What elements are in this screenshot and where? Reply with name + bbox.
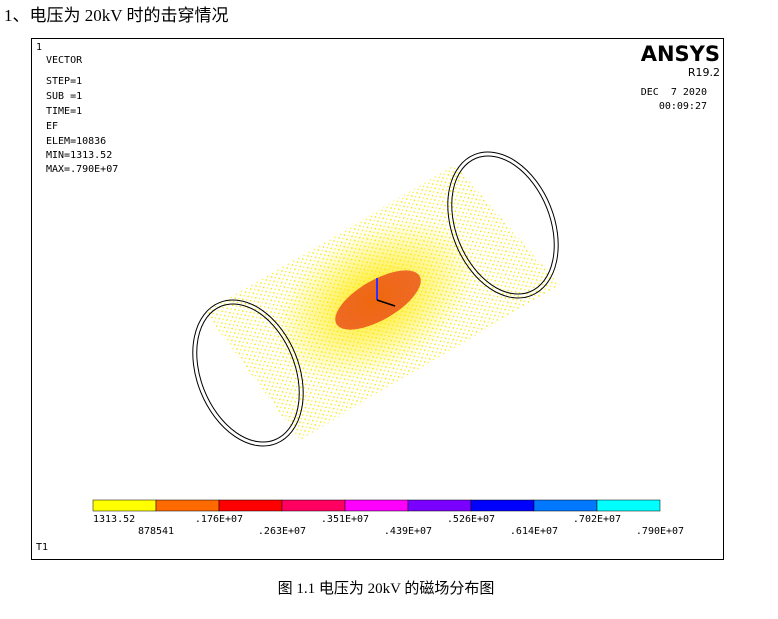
date: DEC 7 2020 bbox=[641, 87, 707, 98]
info-line: TIME=1 bbox=[46, 106, 82, 117]
legend-label: 1313.52 bbox=[93, 514, 135, 525]
version: R19.2 bbox=[688, 66, 720, 79]
legend-swatch bbox=[533, 499, 598, 512]
info-line: ELEM=10836 bbox=[46, 136, 106, 147]
info-line: SUB =1 bbox=[46, 91, 82, 102]
legend-swatch bbox=[92, 499, 157, 512]
ring bbox=[451, 155, 555, 295]
ring bbox=[447, 151, 559, 299]
ring bbox=[192, 299, 304, 447]
legend-label: .790E+07 bbox=[636, 526, 684, 537]
legend-label: .702E+07 bbox=[573, 514, 621, 525]
legend-label: 878541 bbox=[138, 526, 174, 537]
info-line: VECTOR bbox=[46, 55, 83, 66]
legend-label: .439E+07 bbox=[384, 526, 432, 537]
info-block: VECTOR STEP=1 SUB =1 TIME=1 EF ELEM=10836 MIN=… bbox=[46, 55, 118, 175]
window-label: T1 bbox=[36, 542, 48, 553]
info-line: EF bbox=[46, 121, 58, 132]
legend-swatch bbox=[470, 499, 535, 512]
legend-swatch bbox=[155, 499, 220, 512]
heading: 1、电压为 20kV 时的击穿情况 bbox=[4, 6, 228, 25]
window-number: 1 bbox=[36, 42, 42, 53]
legend-swatch bbox=[407, 499, 472, 512]
axis-triad bbox=[376, 299, 396, 307]
info-line: MAX=.790E+07 bbox=[46, 164, 118, 175]
legend-swatch bbox=[281, 499, 346, 512]
legend-label: .526E+07 bbox=[447, 514, 495, 525]
brand: ANSYS bbox=[641, 42, 720, 66]
caption: 图 1.1 电压为 20kV 的磁场分布图 bbox=[278, 580, 495, 597]
legend-label: .263E+07 bbox=[258, 526, 306, 537]
legend-label: .351E+07 bbox=[321, 514, 369, 525]
legend-swatch bbox=[596, 499, 661, 512]
ring bbox=[196, 303, 300, 443]
legend-label: .614E+07 bbox=[510, 526, 558, 537]
info-line: STEP=1 bbox=[46, 76, 82, 87]
time: 00:09:27 bbox=[659, 101, 707, 112]
legend-swatch bbox=[218, 499, 283, 512]
legend-label: .176E+07 bbox=[195, 514, 243, 525]
graphic bbox=[192, 151, 560, 447]
legend-swatch bbox=[344, 499, 409, 512]
info-line: MIN=1313.52 bbox=[46, 150, 112, 161]
